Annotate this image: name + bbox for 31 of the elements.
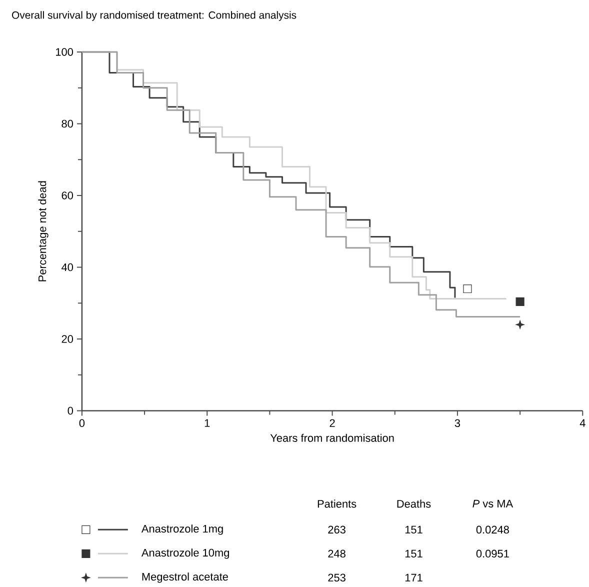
y-tick-label: 0	[68, 407, 74, 415]
x-tick-label: 4	[580, 419, 586, 427]
text: Patients	[318, 500, 356, 508]
x-tick-label: 2	[330, 419, 335, 428]
y-axis-title: Percentage not dead	[38, 181, 48, 282]
text: P vs MA	[472, 500, 514, 508]
text: 248	[328, 550, 346, 558]
legend-label: Megestrol acetate	[142, 572, 228, 583]
text: 171	[405, 574, 422, 582]
x-axis-title: Years from randomisation	[270, 434, 394, 442]
y-tick-label: 40	[62, 264, 74, 272]
point	[516, 298, 524, 306]
text: 263	[328, 526, 346, 534]
y-tick-label: 60	[62, 192, 74, 200]
point	[463, 284, 472, 294]
text: 0.0951	[476, 550, 509, 558]
y-tick-label: 100	[56, 48, 74, 56]
text: 0.0248	[476, 526, 509, 534]
x-tick-label: 0	[79, 419, 85, 428]
x-tick-label: 1	[204, 419, 210, 427]
point	[515, 320, 526, 330]
x-tick-label: 3	[454, 419, 460, 428]
legend-label: Anastrozole 10mg	[141, 548, 229, 559]
text: 151	[405, 550, 422, 558]
text: Deaths	[397, 500, 431, 508]
text: 253	[328, 574, 346, 582]
chart-title: Overall survival by randomised treatment: Combined analysis	[12, 11, 296, 22]
legend-label: Anastrozole 1mg	[141, 524, 223, 535]
y-tick-label: 20	[62, 335, 74, 344]
y-tick-label: 80	[62, 120, 74, 128]
text: 151	[405, 526, 422, 534]
